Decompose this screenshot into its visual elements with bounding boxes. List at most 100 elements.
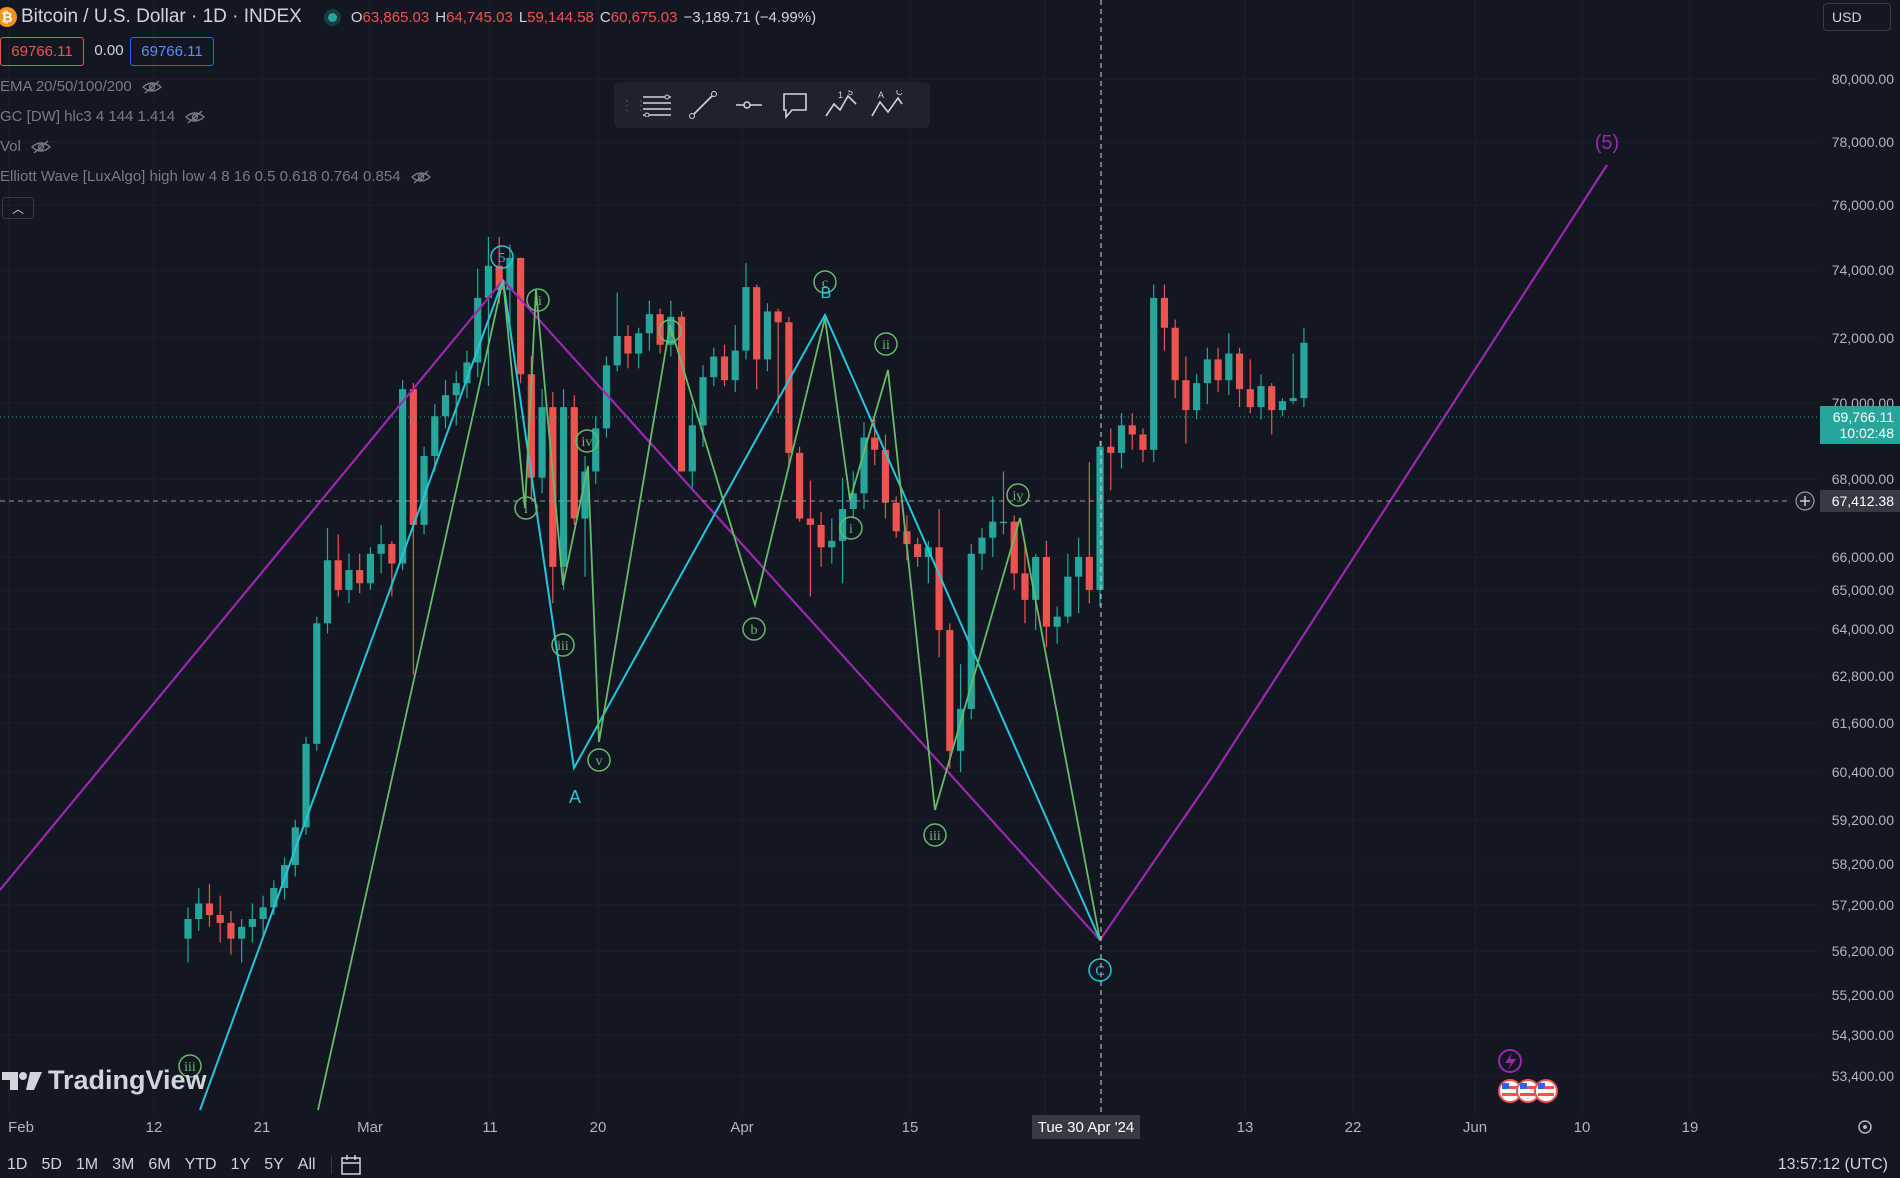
wave-label-top-circle bbox=[490, 245, 514, 269]
wave-label-top: 5 bbox=[499, 251, 506, 266]
spread-value: 0.00 bbox=[94, 42, 124, 59]
price-tick-label: 56,200.00 bbox=[1832, 943, 1894, 959]
symbol-header[interactable]: ₿ Bitcoin / U.S. Dollar · 1D · INDEX O63… bbox=[0, 4, 822, 30]
wave-label-i-2-circle bbox=[839, 516, 863, 540]
price-tick-label: 53,400.00 bbox=[1832, 1068, 1894, 1084]
indicator-elliott-wave[interactable]: Elliott Wave [LuxAlgo] high low 4 8 16 0… bbox=[0, 168, 431, 185]
drag-handle-icon[interactable]: ⋮⋮ bbox=[620, 96, 648, 113]
wave-primary-line bbox=[0, 164, 1608, 942]
currency-select[interactable]: USD bbox=[1823, 3, 1891, 31]
crosshair bbox=[0, 0, 1820, 1115]
event-lightning-icon bbox=[1498, 1049, 1522, 1073]
candle-body bbox=[1032, 557, 1040, 600]
range-all[interactable]: All bbox=[297, 1156, 316, 1173]
indicator-label: Vol bbox=[0, 138, 21, 155]
range-1y[interactable]: 1Y bbox=[230, 1156, 251, 1173]
wave-label-ii-2: ii bbox=[882, 338, 890, 353]
price-tick-label: 64,000.00 bbox=[1832, 621, 1894, 637]
range-1d[interactable]: 1D bbox=[7, 1156, 28, 1173]
flag-canton bbox=[1538, 1083, 1545, 1089]
candle-body bbox=[313, 623, 321, 744]
indicator-label: GC [DW] hlc3 4 144 1.414 bbox=[0, 108, 176, 125]
eye-hidden-icon[interactable] bbox=[410, 169, 431, 184]
bitcoin-logo-icon: ₿ bbox=[0, 7, 17, 27]
candle-body bbox=[1203, 359, 1211, 384]
candle-body bbox=[559, 407, 568, 567]
candle-body bbox=[1021, 573, 1029, 600]
calendar-icon[interactable] bbox=[340, 1154, 364, 1176]
indicator-gc[interactable]: GC [DW] hlc3 4 144 1.414 bbox=[0, 108, 206, 125]
tradingview-logo[interactable]: TradingView bbox=[2, 1065, 207, 1096]
ohlc-change: −3,189.71 (−4.99%) bbox=[683, 8, 817, 26]
candle-body bbox=[356, 570, 364, 584]
time-tick-label: 22 bbox=[1345, 1119, 1362, 1136]
candle-body bbox=[549, 407, 557, 567]
indicator-vol[interactable]: Vol bbox=[0, 138, 51, 155]
price-tick-label: 57,200.00 bbox=[1832, 897, 1894, 913]
candle-body bbox=[409, 389, 417, 525]
candle-body bbox=[892, 502, 900, 532]
time-tick-label: 21 bbox=[254, 1119, 271, 1136]
wave-label-iii-3: iii bbox=[184, 1060, 196, 1075]
ohlc-close: C60,675.03 bbox=[599, 8, 678, 26]
crosshair-price-tag bbox=[1820, 490, 1900, 512]
candle-body bbox=[967, 553, 975, 709]
candle-body bbox=[345, 570, 353, 590]
trend-line-button[interactable] bbox=[680, 85, 726, 125]
candle-body bbox=[441, 395, 450, 417]
candle-body bbox=[774, 311, 782, 323]
eye-hidden-icon[interactable] bbox=[30, 139, 51, 154]
price-tick-label: 78,000.00 bbox=[1832, 134, 1894, 150]
wave-label-a-major: A bbox=[569, 787, 581, 807]
candle-body bbox=[1171, 327, 1179, 381]
wave-label-iv-2: iv bbox=[1013, 489, 1024, 504]
price-tick-label: 65,000.00 bbox=[1832, 582, 1894, 598]
utc-clock[interactable]: 13:57:12 (UTC) bbox=[1777, 1156, 1888, 1173]
buy-button[interactable]: 69766.11 bbox=[130, 37, 214, 66]
candle-body bbox=[946, 630, 954, 751]
elliott-wave-overlay bbox=[0, 164, 1608, 1111]
callout-button[interactable] bbox=[772, 85, 818, 125]
range-1m[interactable]: 1M bbox=[75, 1156, 99, 1173]
range-5y[interactable]: 5Y bbox=[264, 1156, 284, 1173]
candle-body bbox=[796, 452, 804, 519]
candle-body bbox=[323, 560, 332, 624]
flag-stripe bbox=[1538, 1086, 1554, 1089]
current-price-tag bbox=[1820, 406, 1900, 444]
candle-body bbox=[1128, 425, 1136, 435]
candle-body bbox=[1278, 401, 1287, 411]
wave-label-iii-2-circle bbox=[923, 823, 947, 847]
eye-hidden-icon[interactable] bbox=[185, 109, 206, 124]
collapse-legend-button[interactable]: ︿ bbox=[2, 197, 34, 219]
horizontal-ray-button[interactable] bbox=[726, 85, 772, 125]
flag-stripe bbox=[1520, 1093, 1536, 1096]
time-tick-label: Mar bbox=[357, 1119, 383, 1136]
candle-body bbox=[602, 365, 611, 429]
sell-button[interactable]: 69766.11 bbox=[0, 37, 84, 66]
range-5d[interactable]: 5D bbox=[41, 1156, 62, 1173]
candle-body bbox=[999, 521, 1008, 524]
time-tick-label: 11 bbox=[482, 1119, 498, 1136]
candle-body bbox=[1214, 359, 1222, 381]
lines-button[interactable] bbox=[634, 85, 680, 125]
current-price-label: 69,766.11 bbox=[1833, 409, 1894, 425]
wave-label-c-major: C bbox=[1095, 964, 1104, 979]
indicator-ema[interactable]: EMA 20/50/100/200 bbox=[0, 78, 162, 95]
symbol-title[interactable]: Bitcoin / U.S. Dollar · 1D · INDEX bbox=[21, 6, 302, 27]
range-3m[interactable]: 3M bbox=[112, 1156, 135, 1173]
candle-body bbox=[1010, 521, 1018, 574]
market-status-icon[interactable] bbox=[327, 12, 337, 22]
time-tick-label: Apr bbox=[730, 1119, 753, 1136]
range-6m[interactable]: 6M bbox=[148, 1156, 171, 1173]
eye-hidden-icon[interactable] bbox=[141, 79, 162, 94]
candle-body bbox=[205, 903, 214, 916]
horizontal-ray-icon bbox=[736, 101, 762, 109]
wave-label-a: a bbox=[667, 325, 674, 340]
price-tick-label: 55,200.00 bbox=[1832, 987, 1894, 1003]
range-ytd[interactable]: YTD bbox=[184, 1156, 217, 1173]
candle-body bbox=[828, 540, 836, 548]
